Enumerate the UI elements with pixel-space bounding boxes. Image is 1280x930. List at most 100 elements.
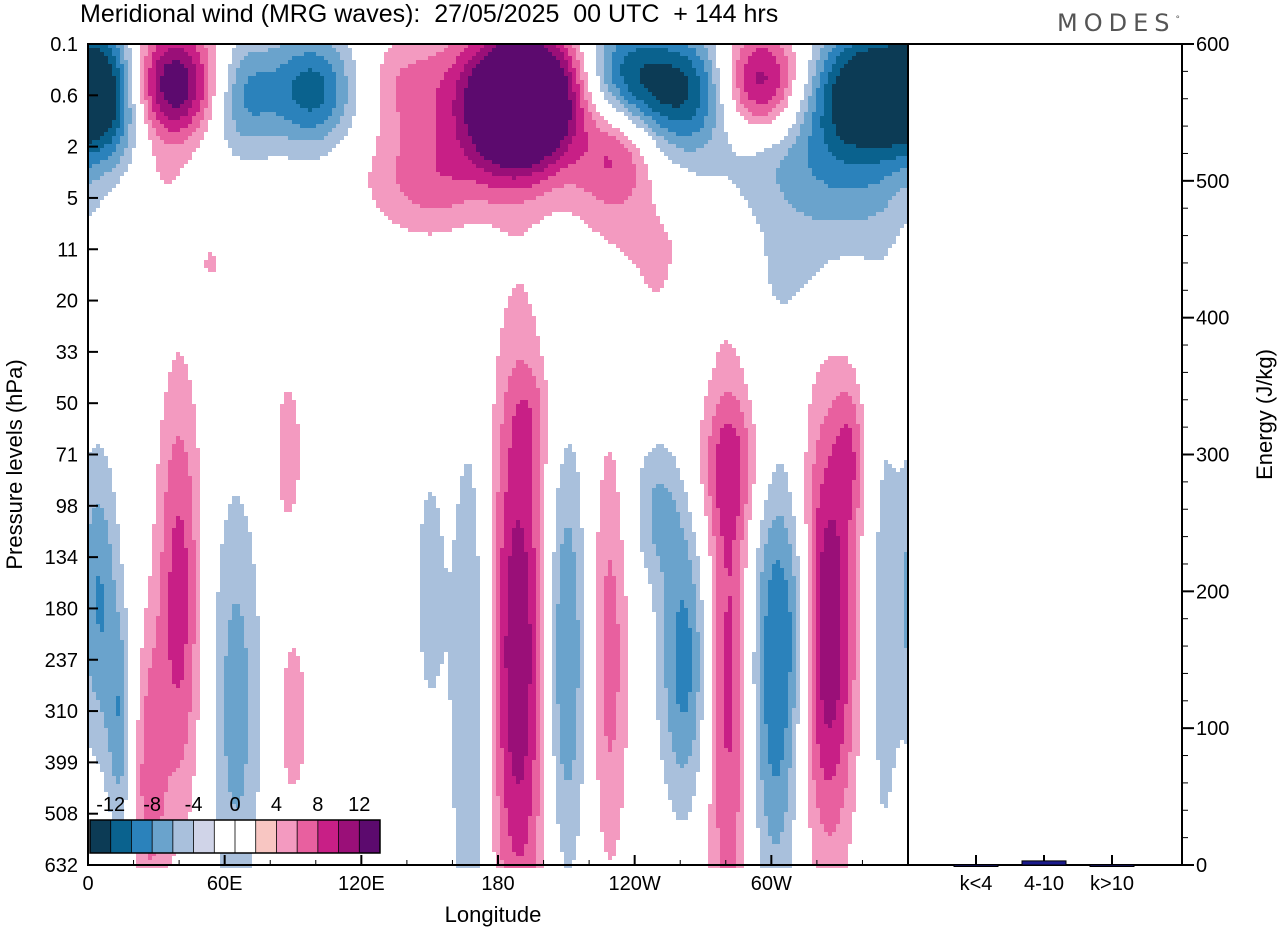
wind-cell [884,104,888,108]
wind-cell [168,52,172,56]
wind-cell [396,144,400,148]
wind-cell [736,56,740,60]
wind-cell [116,60,120,64]
wind-cell [524,140,528,144]
wind-cell [152,104,156,108]
wind-cell [168,84,172,88]
wind-cell [488,120,492,124]
wind-cell [204,64,208,68]
wind-cell [884,68,888,72]
wind-cell [696,48,700,52]
wind-cell [432,80,436,84]
wind-cell [828,48,832,52]
wind-cell [392,88,396,92]
wind-cell [196,48,200,52]
wind-cell [568,60,572,64]
wind-cell [532,100,536,104]
wind-cell [128,128,132,132]
wind-cell [256,48,260,52]
wind-cell [196,128,200,132]
wind-cell [404,92,408,96]
wind-cell [580,80,584,84]
wind-cell [400,88,404,92]
wind-cell [288,144,292,148]
wind-cell [880,104,884,108]
wind-cell [468,48,472,52]
wind-cell [344,112,348,116]
wind-cell [704,92,708,96]
wind-cell [124,44,128,48]
wind-cell [548,140,552,144]
wind-cell [692,92,696,96]
wind-cell [892,60,896,64]
wind-cell [424,64,428,68]
wind-cell [904,80,908,84]
wind-cell [176,152,180,156]
wind-cell [232,52,236,56]
wind-cell [528,144,532,148]
wind-cell [440,136,444,140]
wind-cell [512,112,516,116]
wind-cell [176,68,180,72]
wind-cell [836,68,840,72]
wind-cell [244,148,248,152]
wind-cell [172,76,176,80]
wind-cell [608,48,612,52]
wind-cell [396,68,400,72]
wind-cell [384,88,388,92]
wind-cell [164,44,168,48]
wind-cell [616,80,620,84]
wind-cell [504,152,508,156]
wind-cell [328,52,332,56]
wind-cell [304,132,308,136]
wind-cell [532,60,536,64]
wind-cell [328,116,332,120]
wind-cell [312,100,316,104]
wind-cell [296,60,300,64]
wind-cell [88,112,92,116]
wind-cell [576,96,580,100]
wind-cell [256,44,260,48]
wind-cell [144,108,148,112]
wind-cell [308,44,312,48]
wind-cell [852,128,856,132]
wind-cell [112,68,116,72]
wind-cell [676,104,680,108]
wind-cell [624,96,628,100]
wind-cell [604,60,608,64]
wind-cell [884,152,888,156]
wind-cell [152,52,156,56]
wind-cell [348,88,352,92]
wind-cell [408,48,412,52]
wind-cell [104,44,108,48]
wind-cell [664,72,668,76]
wind-cell [792,64,796,68]
wind-cell [340,120,344,124]
wind-cell [884,60,888,64]
wind-cell [480,56,484,60]
wind-cell [856,148,860,152]
wind-cell [96,136,100,140]
wind-cell [492,80,496,84]
wind-cell [240,44,244,48]
wind-cell [192,108,196,112]
wind-cell [808,92,812,96]
wind-cell [308,128,312,132]
wind-cell [400,140,404,144]
wind-cell [784,68,788,72]
wind-cell [860,152,864,156]
wind-cell [120,84,124,88]
wind-cell [552,56,556,60]
wind-cell [424,144,428,148]
wind-cell [744,60,748,64]
wind-cell [824,48,828,52]
wind-cell [696,128,700,132]
wind-cell [188,68,192,72]
wind-cell [680,108,684,112]
wind-cell [684,112,688,116]
wind-cell [280,64,284,68]
wind-cell [428,104,432,108]
wind-cell [88,140,92,144]
wind-cell [668,52,672,56]
wind-cell [456,116,460,120]
